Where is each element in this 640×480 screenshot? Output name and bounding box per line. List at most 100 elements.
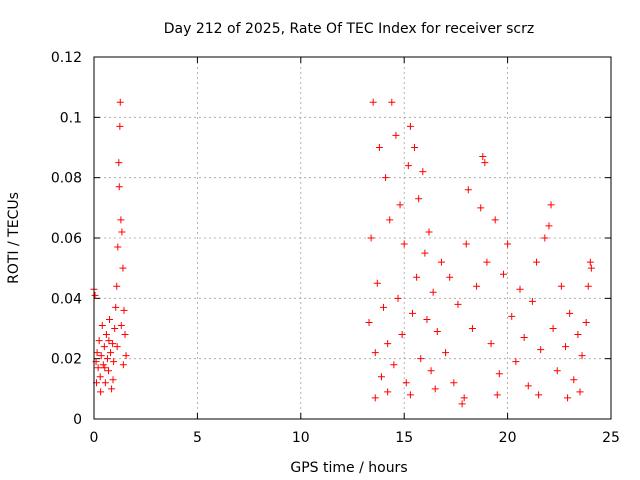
y-tick-label: 0.12 [51, 50, 82, 66]
y-axis-label: ROTI / TECUs [6, 192, 22, 284]
data-point [512, 358, 520, 366]
data-point [384, 388, 392, 396]
data-point [367, 234, 375, 242]
data-point [415, 195, 423, 203]
data-point [100, 343, 108, 351]
x-tick-label: 5 [193, 430, 202, 446]
data-point [404, 162, 412, 170]
data-point [524, 382, 532, 390]
x-tick-label: 15 [395, 430, 413, 446]
data-point [117, 216, 125, 224]
data-point [396, 201, 404, 209]
data-point [419, 168, 427, 176]
chart-title: Day 212 of 2025, Rate Of TEC Index for r… [164, 21, 534, 37]
data-point [421, 249, 429, 257]
data-point [386, 216, 394, 224]
data-point [433, 328, 441, 336]
data-point [564, 394, 572, 402]
data-point [533, 258, 541, 266]
y-tick-label: 0.02 [51, 352, 82, 368]
data-point [487, 340, 495, 348]
x-tick-label: 0 [90, 430, 99, 446]
data-point [586, 258, 594, 266]
data-point [394, 294, 402, 302]
data-point [479, 153, 487, 161]
data-point [122, 352, 130, 360]
data-point [516, 285, 524, 293]
data-point [107, 349, 115, 357]
data-point [402, 379, 410, 387]
data-point [454, 300, 462, 308]
data-point [584, 282, 592, 290]
data-point [557, 282, 565, 290]
data-point [477, 204, 485, 212]
data-point [408, 309, 416, 317]
data-point [547, 201, 555, 209]
data-point [390, 361, 398, 369]
data-point [587, 264, 595, 272]
data-point [111, 325, 119, 332]
data-point [119, 264, 127, 272]
data-point [425, 228, 433, 236]
data-point [442, 349, 450, 357]
data-point [528, 297, 536, 305]
data-point [115, 183, 123, 191]
data-point [115, 159, 123, 167]
data-point [411, 144, 419, 151]
data-point [483, 258, 491, 266]
data-point [570, 376, 578, 384]
data-point [535, 391, 543, 399]
x-tick-label: 25 [602, 430, 620, 446]
data-point [119, 361, 127, 369]
data-point [566, 309, 574, 317]
data-point [493, 391, 501, 399]
data-points [90, 98, 595, 408]
data-point [398, 331, 406, 339]
data-point [499, 270, 507, 278]
data-point [388, 98, 396, 106]
data-point [118, 228, 126, 236]
data-point [413, 273, 421, 281]
data-point [99, 361, 107, 369]
data-point [373, 279, 381, 287]
data-point [450, 379, 458, 387]
data-point [406, 122, 414, 130]
data-point [108, 385, 116, 393]
plot-frame [93, 56, 612, 420]
x-tick-label: 10 [292, 430, 310, 446]
data-point [382, 174, 390, 182]
data-point [91, 291, 99, 299]
data-point [121, 331, 129, 339]
data-point [105, 337, 113, 345]
data-point [94, 364, 102, 372]
data-point [468, 325, 476, 332]
data-point [117, 321, 125, 329]
data-point [375, 144, 383, 151]
data-point [392, 131, 400, 139]
data-point [369, 98, 377, 106]
axis-ticks: 0 5 10 15 20 25 0 0.02 0.04 0.06 0.08 0.1 0.12 [51, 50, 620, 446]
y-tick-label: 0.1 [60, 110, 82, 126]
data-point [110, 358, 118, 366]
data-point [116, 122, 124, 130]
data-point [103, 355, 111, 363]
data-point [384, 340, 392, 348]
x-tick-label: 20 [499, 430, 517, 446]
data-point [508, 312, 516, 320]
data-point [423, 315, 431, 323]
data-point [101, 379, 109, 387]
data-point [437, 258, 445, 266]
data-point [120, 306, 128, 314]
data-point [549, 325, 557, 332]
data-point [520, 334, 528, 342]
data-point [102, 331, 110, 339]
data-point [113, 282, 121, 290]
data-point [431, 385, 439, 393]
data-point [114, 243, 122, 251]
data-point [541, 234, 549, 242]
data-point [473, 282, 481, 290]
data-point [97, 352, 105, 360]
data-point [481, 159, 489, 167]
data-point [537, 346, 545, 354]
